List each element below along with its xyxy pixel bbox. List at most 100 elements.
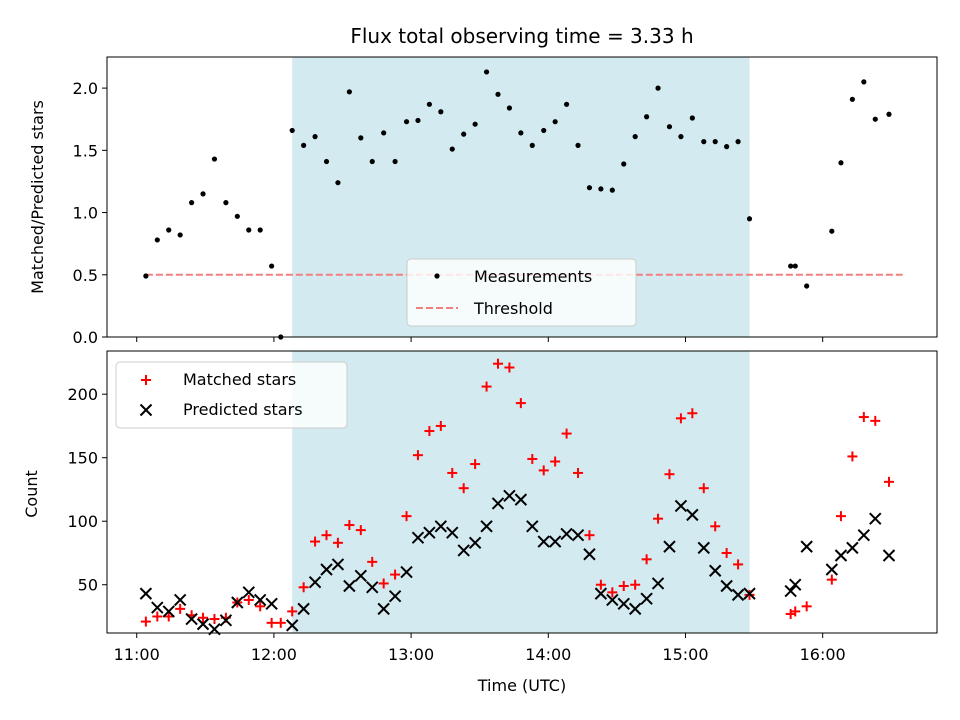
measurement-point [609,187,615,193]
predicted-star-point [834,549,848,562]
measurement-point [223,200,229,206]
matched-star-point [527,453,538,464]
matched-star-point [255,601,266,612]
measurement-point [189,200,195,206]
predicted-star-point [457,544,470,557]
matched-star-point [870,415,881,426]
predicted-star-point [686,508,699,522]
predicted-star-point [231,596,244,609]
measurement-point [269,263,275,269]
measurement-point [701,139,707,145]
predicted-star-point [583,548,596,561]
count-y-tick-label: 100 [67,512,98,531]
measurement-point [552,119,558,125]
predicted-star-point [789,578,802,591]
predicted-star-point [663,540,676,553]
measurement-point [323,158,330,165]
predicted-star-point [491,497,505,510]
measurement-point [381,130,387,136]
matched-star-point [275,617,286,628]
matched-star-point [209,614,220,625]
ratio-x-axis-ticks [136,337,824,342]
count-y-tick-label: 150 [67,449,98,468]
predicted-star-point [548,535,562,548]
count-legend-box [115,361,348,429]
ratio-plot-frame [106,56,938,338]
count-x-tick-label: 14:00 [525,645,571,664]
matched-star-point [310,536,321,547]
legend-matched-marker [141,375,151,385]
measurement-point [746,216,753,222]
measurement-point [461,131,467,137]
count-x-axis: 11:00 12:00 13:00 14:00 15:00 16:00 [114,633,846,664]
measurement-point [712,139,718,145]
measurement-point [415,117,421,124]
predicted-star-point [709,564,722,577]
matched-star-point [470,459,481,470]
matched-star-point [561,428,572,439]
matched-star-point [175,603,186,614]
ratio-y-tick-label: 2.0 [73,79,98,98]
predicted-star-point [219,614,233,627]
predicted-star-point [196,617,210,631]
predicted-star-point [434,520,448,533]
count-y-axis-label: Count [22,470,41,518]
matched-star-point [163,611,174,622]
predicted-star-point [640,592,653,605]
measurement-point [289,127,295,134]
count-y-axis: 50 100 150 200 [67,385,107,595]
measurement-point [403,119,410,125]
legend-threshold-label: Threshold [473,299,553,318]
matched-star-point [538,465,549,476]
predicted-star-point [151,601,164,614]
chart-title: Flux total observing time = 3.33 h [350,24,693,48]
matched-star-point [847,451,858,462]
matched-star-point [618,581,629,591]
count-x-tick-label: 13:00 [388,645,434,664]
measurement-point [804,283,810,289]
matched-star-point [630,579,641,590]
predicted-star-point [320,563,333,576]
measurement-point [166,227,172,233]
predicted-star-point [446,526,459,539]
matched-star-point [344,520,355,531]
matched-star-point [584,530,595,541]
measurement-point [246,227,252,233]
measurement-point [312,134,318,140]
predicted-star-point [308,575,322,589]
matched-star-point [826,574,837,585]
measurement-point [143,273,149,279]
predicted-star-point [377,602,390,616]
measurement-point [346,89,352,95]
matched-star-point [435,420,446,431]
measurement-point [301,142,307,148]
ratio-legend-box [406,258,637,327]
matched-star-point [664,469,675,480]
measurement-point [792,263,798,269]
predicted-star-point [400,565,413,579]
measurement-point [200,191,206,197]
matched-star-point [458,483,469,494]
predicted-star-point [514,493,528,506]
predicted-star-point [617,597,630,610]
measurement-point [849,96,855,102]
matched-star-point [595,579,606,590]
predicted-star-point [285,619,299,632]
count-y-tick-label: 200 [67,385,98,404]
predicted-star-point [651,577,665,590]
ratio-y-tick-label: 0.5 [73,266,98,285]
matched-star-point [710,521,721,532]
matched-star-point [152,611,163,622]
predicted-star-point [800,540,813,553]
predicted-star-point [606,593,619,607]
predicted-star-point [526,520,539,533]
matched-star-point [140,616,151,627]
measurement-point [575,142,581,148]
matched-star-point [675,413,686,424]
measurement-point [586,185,593,191]
measurement-point [449,146,455,152]
predicted-star-point [825,563,839,576]
matched-star-point [801,601,812,612]
matched-star-point [367,556,378,567]
